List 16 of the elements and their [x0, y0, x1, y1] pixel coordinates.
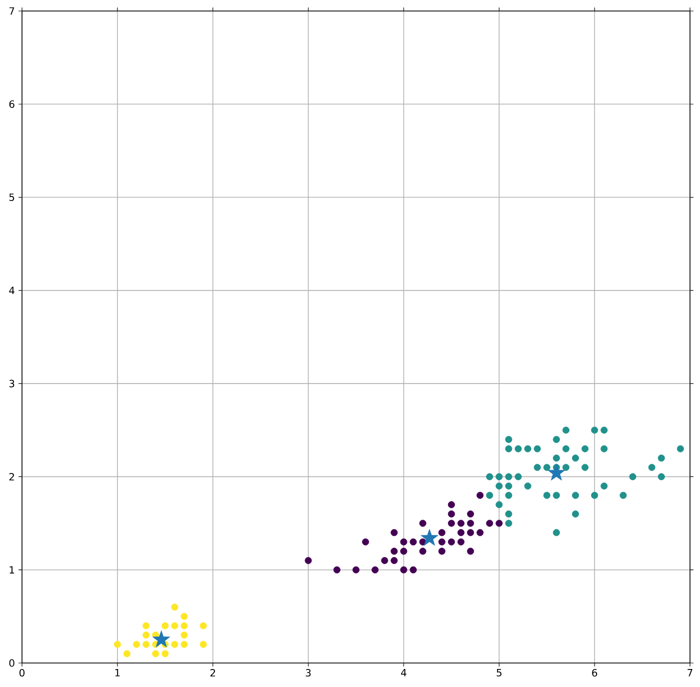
x-tick-label: 0 — [19, 669, 25, 677]
x-tick-label: 7 — [688, 669, 692, 676]
y-tick-label: 4 — [9, 286, 14, 294]
y-tick-label: 3 — [9, 380, 14, 388]
x-tick-label: 5 — [496, 669, 502, 676]
x-tick-label: 4 — [401, 669, 406, 676]
x-tick-label: 3 — [306, 669, 311, 677]
y-tick-label: 5 — [9, 194, 14, 201]
x-tick-label: 2 — [210, 669, 216, 676]
y-tick-label: 2 — [9, 473, 14, 480]
x-tick-label: 1 — [115, 669, 120, 676]
y-tick-label: 6 — [9, 100, 14, 108]
x-tick-label: 6 — [592, 669, 598, 677]
y-tick-label: 0 — [9, 659, 14, 667]
y-tick-label: 1 — [10, 566, 14, 574]
y-tick-label: 7 — [9, 7, 14, 15]
